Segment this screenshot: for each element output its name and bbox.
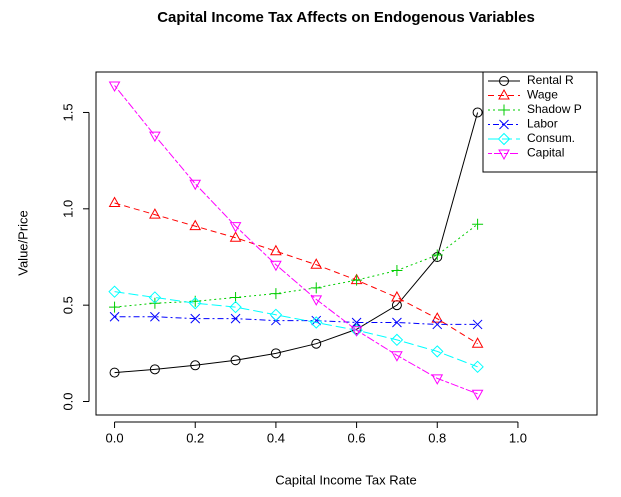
marker [189,297,202,310]
marker [311,338,322,349]
marker [391,351,403,362]
legend-marker [498,149,510,161]
marker [149,208,161,219]
marker [108,81,121,93]
marker [189,179,202,191]
chart-title: Capital Income Tax Affects on Endogenous… [157,9,535,26]
y-tick-label: 0.5 [60,296,75,314]
marker [472,107,483,118]
marker [148,291,162,304]
marker [431,249,443,261]
marker [229,231,242,242]
marker [270,288,282,300]
marker [350,326,363,337]
marker [311,315,322,326]
marker [391,264,403,276]
marker [310,282,322,294]
y-tick-label: 1.5 [60,103,75,121]
x-tick-label: 0.0 [106,430,124,445]
marker [431,345,444,358]
marker [431,374,444,385]
x-axis-label: Capital Income Tax Rate [275,472,416,487]
marker [310,316,323,329]
series-line [114,291,478,368]
legend-label: Consum. [527,131,575,145]
marker [431,312,444,323]
marker [109,311,120,322]
marker [190,313,201,324]
x-tick-label: 0.6 [348,430,366,445]
marker [471,389,484,401]
marker [351,317,362,328]
marker [190,360,201,371]
marker [471,360,484,374]
marker [230,355,241,366]
marker [472,218,484,230]
marker [270,260,282,272]
marker [229,222,242,233]
x-tick-label: 1.0 [509,430,527,445]
marker [351,274,363,286]
marker [230,313,241,324]
marker [471,337,484,348]
marker [109,301,121,313]
marker [390,333,404,347]
marker [472,319,483,330]
marker [189,219,202,231]
marker [150,311,160,322]
marker [149,131,161,143]
marker [109,367,120,378]
marker [392,317,402,328]
legend-label: Capital [527,146,564,160]
legend-marker [497,132,511,146]
marker [310,258,323,269]
marker [432,319,443,330]
series-line [114,223,478,308]
y-axis-label: Value/Price [15,210,30,276]
legend-label: Rental R [527,73,574,87]
series-line [114,85,478,395]
marker [229,300,242,314]
x-tick-label: 0.2 [186,430,204,445]
marker [270,244,282,256]
y-tick-label: 1.0 [60,200,75,218]
legend-label: Labor [527,117,558,131]
marker [108,285,121,298]
marker [391,290,403,302]
marker [269,308,283,322]
series-line [114,202,478,345]
marker [310,295,323,306]
plot-frame [95,71,598,416]
marker [270,348,281,359]
legend-marker [499,76,509,86]
series-line [114,112,479,374]
series-line [114,316,478,325]
legend-marker [498,88,510,100]
legend-marker [499,119,509,130]
legend-label: Wage [527,88,558,102]
y-tick-label: 0.0 [60,392,75,410]
x-tick-label: 0.8 [428,430,446,445]
legend-label: Shadow P [527,102,582,116]
legend-marker [498,104,510,116]
x-tick-label: 0.4 [267,430,285,445]
marker [149,364,160,375]
marker [108,196,121,208]
